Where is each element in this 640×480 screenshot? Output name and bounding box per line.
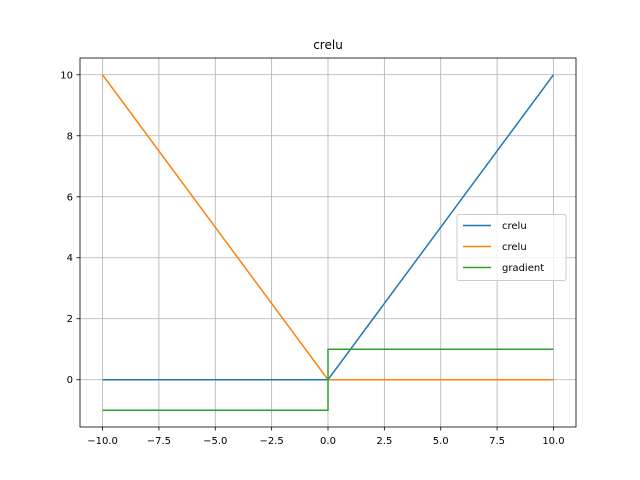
x-tick-label: 10.0 [542, 436, 564, 447]
x-tick-label: 0.0 [320, 436, 336, 447]
x-tick-label: −2.5 [259, 436, 283, 447]
x-tick-label: 2.5 [376, 436, 392, 447]
y-axis: 0 2 4 6 8 10 [60, 70, 80, 386]
legend: crelu crelu gradient [456, 214, 567, 281]
x-axis: −10.0 −7.5 −5.0 −2.5 0.0 2.5 5.0 7.5 10.0 [87, 427, 565, 447]
y-tick-label: 10 [60, 70, 73, 81]
y-tick-label: 6 [67, 192, 73, 203]
chart-title: crelu [313, 38, 343, 52]
series-line-3-gradient [102, 348, 554, 411]
y-tick-label: 8 [67, 131, 73, 142]
legend-label: gradient [502, 263, 544, 274]
y-tick-label: 2 [67, 314, 73, 325]
legend-label: crelu [502, 242, 527, 253]
y-tick-label: 0 [67, 375, 73, 386]
legend-box [456, 214, 567, 281]
legend-label: crelu [502, 221, 527, 232]
x-tick-label: 5.0 [433, 436, 449, 447]
x-tick-label: 7.5 [489, 436, 505, 447]
x-tick-label: −7.5 [147, 436, 171, 447]
x-tick-label: −5.0 [203, 436, 227, 447]
y-tick-label: 4 [67, 253, 73, 264]
series-layer [101, 74, 555, 411]
x-tick-label: −10.0 [87, 436, 118, 447]
